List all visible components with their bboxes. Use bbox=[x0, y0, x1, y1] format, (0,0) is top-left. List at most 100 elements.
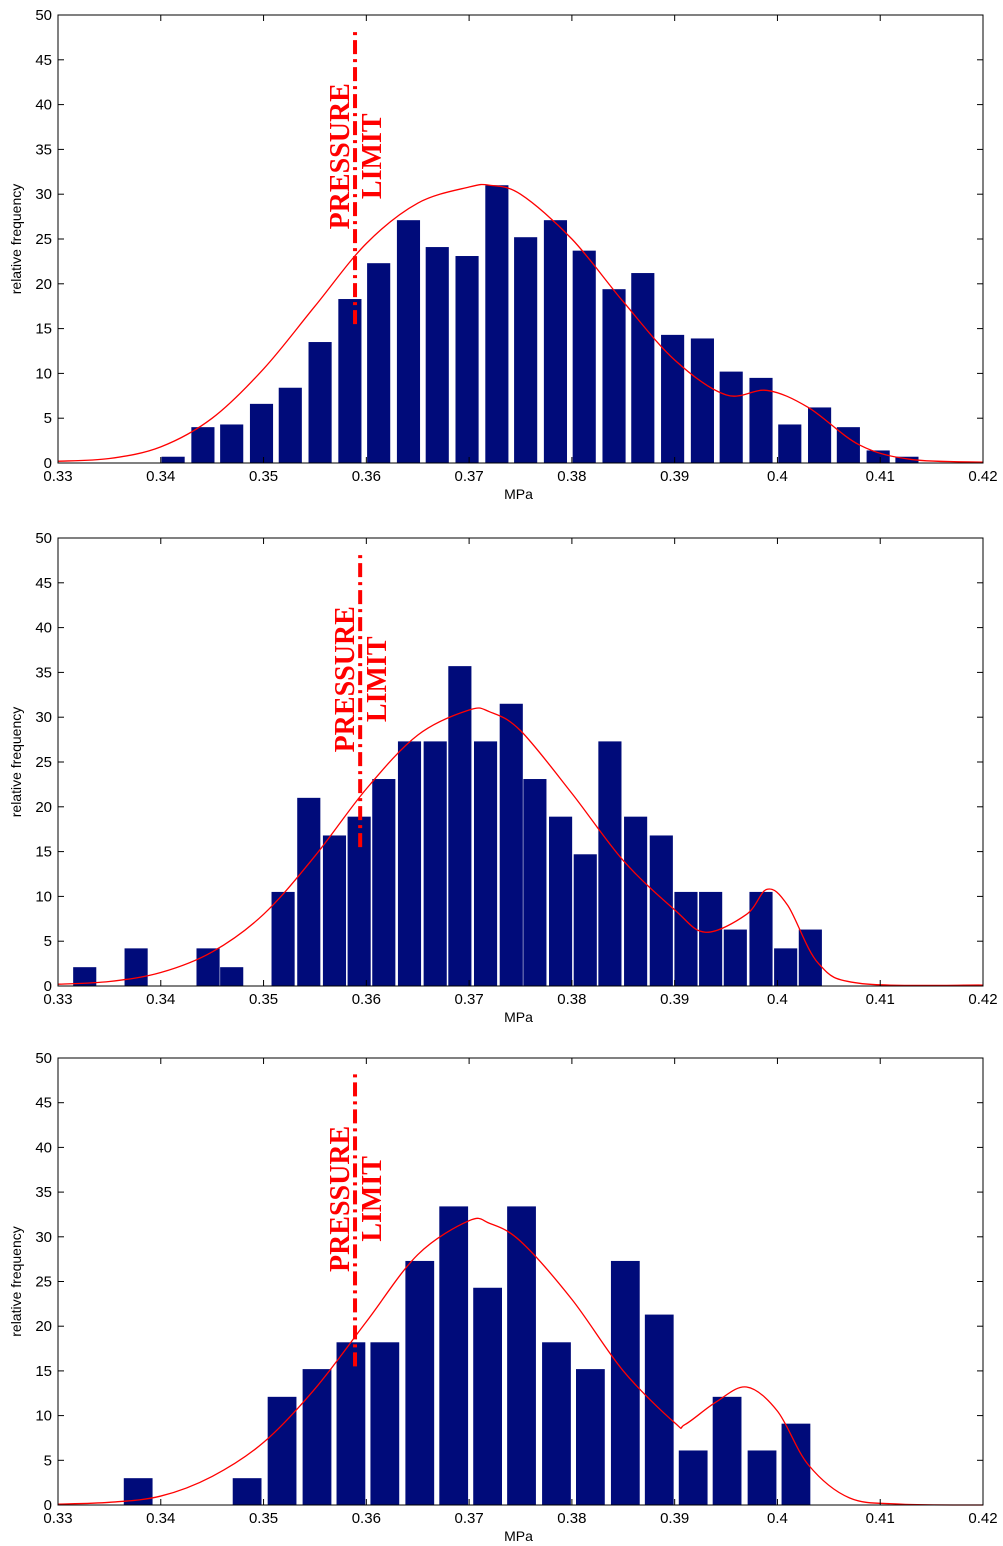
y-axis-label: relative frequency bbox=[8, 184, 24, 295]
x-axis-label: MPa bbox=[504, 1528, 533, 1544]
histogram-bar bbox=[507, 1206, 536, 1505]
y-tick-label: 15 bbox=[35, 1363, 52, 1380]
histogram-bar bbox=[749, 891, 773, 986]
x-tick-label: 0.35 bbox=[249, 1510, 278, 1527]
y-tick-label: 40 bbox=[35, 1139, 52, 1156]
x-tick-label: 0.35 bbox=[249, 991, 278, 1008]
y-tick-label: 0 bbox=[44, 978, 52, 995]
pressure-limit-label-2: LIMIT bbox=[357, 113, 388, 199]
y-tick-label: 25 bbox=[35, 231, 52, 248]
histogram-bar bbox=[661, 334, 685, 463]
histogram-bar bbox=[774, 948, 798, 986]
x-axis-label: MPa bbox=[504, 1009, 533, 1025]
histogram-bar bbox=[747, 1450, 777, 1505]
y-tick-label: 25 bbox=[35, 1274, 52, 1291]
histogram-bar bbox=[514, 237, 538, 463]
y-tick-label: 50 bbox=[35, 7, 52, 24]
histogram-panel-top: PRESSURE LIMIT 0.33 0.34 0.35 0.36 0.37 0.38 0.3… bbox=[8, 7, 998, 502]
x-tick-label: 0.34 bbox=[146, 1510, 175, 1527]
histogram-bar bbox=[338, 299, 362, 463]
density-curve bbox=[57, 707, 984, 987]
y-tick-label: 20 bbox=[35, 276, 52, 293]
y-tick-label: 30 bbox=[35, 1229, 52, 1246]
histogram-bar bbox=[191, 427, 215, 463]
x-tick-label: 0.4 bbox=[767, 468, 788, 485]
y-tick-label: 0 bbox=[44, 455, 52, 472]
histogram-bar bbox=[161, 456, 185, 463]
x-tick-label: 0.41 bbox=[866, 1510, 895, 1527]
histogram-bar bbox=[423, 741, 447, 986]
histogram-bar bbox=[267, 1396, 297, 1505]
y-tick-label: 5 bbox=[44, 1452, 52, 1469]
histogram-bar bbox=[749, 377, 773, 463]
histogram-bar bbox=[523, 779, 547, 986]
histogram-bar bbox=[473, 741, 498, 986]
y-tick-label: 50 bbox=[35, 530, 52, 547]
x-tick-label: 0.34 bbox=[146, 468, 175, 485]
histogram-bar bbox=[572, 250, 596, 463]
histogram-panel-middle: PRESSURE LIMIT 0.33 0.34 0.35 0.36 0.37 0.38 0.3… bbox=[8, 530, 998, 1025]
histogram-bar bbox=[549, 816, 573, 986]
histogram-bar bbox=[699, 891, 723, 986]
y-tick-label: 35 bbox=[35, 664, 52, 681]
histogram-bar bbox=[308, 342, 332, 463]
histogram-bar bbox=[499, 703, 523, 986]
y-tick-label: 5 bbox=[44, 410, 52, 427]
histogram-bar bbox=[644, 1314, 674, 1505]
y-tick-label: 15 bbox=[35, 321, 52, 338]
histogram-panel-bottom: PRESSURE LIMIT 0.33 0.34 0.35 0.36 0.37 0.38 0.3… bbox=[8, 1050, 998, 1544]
x-tick-label: 0.36 bbox=[352, 991, 381, 1008]
x-axis-label: MPa bbox=[504, 486, 533, 502]
histogram-bar bbox=[485, 185, 509, 464]
histogram-bar bbox=[322, 835, 347, 986]
histogram-bar bbox=[781, 1423, 811, 1505]
pressure-limit-label-2: LIMIT bbox=[357, 1156, 388, 1242]
histogram-bar bbox=[808, 407, 832, 463]
histogram-bar bbox=[370, 1342, 400, 1505]
histogram-bar bbox=[678, 1450, 708, 1505]
y-tick-label: 45 bbox=[35, 575, 52, 592]
histogram-bar bbox=[598, 741, 622, 986]
histogram-bar bbox=[573, 854, 597, 986]
histogram-bar bbox=[249, 403, 274, 463]
density-curve bbox=[57, 1217, 984, 1506]
histogram-bar bbox=[866, 450, 890, 463]
x-tick-label: 0.36 bbox=[352, 1510, 381, 1527]
histogram-bar bbox=[439, 1206, 469, 1505]
histogram-bar bbox=[336, 1342, 366, 1505]
y-axis-label: relative frequency bbox=[8, 1226, 24, 1337]
histogram-bar bbox=[836, 427, 860, 463]
histogram-bar bbox=[405, 1260, 435, 1505]
histogram-bar bbox=[798, 929, 822, 986]
x-tick-label: 0.41 bbox=[866, 468, 895, 485]
histogram-bar bbox=[271, 891, 295, 986]
histogram-bar bbox=[778, 424, 802, 463]
histogram-bar bbox=[602, 289, 626, 463]
histogram-bar bbox=[455, 256, 479, 463]
pressure-limit-label: PRESSURE bbox=[325, 83, 356, 229]
histogram-bar bbox=[631, 273, 655, 463]
histogram-bar bbox=[723, 929, 747, 986]
x-tick-label: 0.37 bbox=[455, 991, 484, 1008]
y-tick-label: 40 bbox=[35, 620, 52, 637]
x-tick-label: 0.38 bbox=[557, 468, 586, 485]
histogram-bar bbox=[372, 779, 396, 986]
y-tick-label: 35 bbox=[35, 1184, 52, 1201]
y-tick-label: 25 bbox=[35, 754, 52, 771]
y-tick-label: 5 bbox=[44, 933, 52, 950]
y-tick-label: 20 bbox=[35, 1318, 52, 1335]
y-tick-label: 0 bbox=[44, 1497, 52, 1514]
x-tick-label: 0.37 bbox=[455, 1510, 484, 1527]
density-curve bbox=[57, 183, 984, 463]
histogram-bar bbox=[690, 338, 714, 463]
y-tick-label: 45 bbox=[35, 1095, 52, 1112]
y-tick-label: 50 bbox=[35, 1050, 52, 1067]
histogram-bar bbox=[674, 891, 698, 986]
y-tick-label: 45 bbox=[35, 52, 52, 69]
y-tick-label: 35 bbox=[35, 141, 52, 158]
y-tick-label: 10 bbox=[35, 888, 52, 905]
x-tick-label: 0.36 bbox=[352, 468, 381, 485]
histogram-bar bbox=[297, 797, 321, 986]
histogram-bar bbox=[425, 247, 449, 463]
